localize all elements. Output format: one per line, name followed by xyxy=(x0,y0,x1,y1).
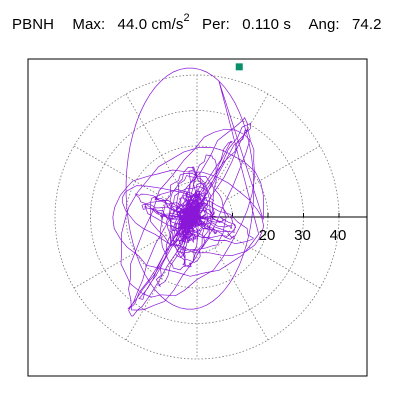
station-code: PBNH xyxy=(12,16,55,33)
radial-120 xyxy=(125,93,180,187)
peak-marker-group xyxy=(235,63,243,71)
radial-30 xyxy=(227,145,321,200)
radial-330 xyxy=(227,234,321,289)
period-value: 0.110 s xyxy=(242,16,291,33)
max-unit-exponent: 2 xyxy=(183,12,190,24)
axes xyxy=(197,213,367,218)
max-label: Max: xyxy=(72,16,106,33)
peak-marker xyxy=(235,63,243,71)
angle-label: Ang: xyxy=(308,16,340,33)
radial-210 xyxy=(73,234,167,289)
period-label: Per: xyxy=(201,16,230,33)
tick-label-20: 20 xyxy=(259,227,276,244)
trace-path xyxy=(112,67,265,317)
motion-trace xyxy=(112,67,265,317)
tick-label-40: 40 xyxy=(330,227,347,244)
plot-header: PBNH Max: 44.0 cm/s2 Per: 0.110 s Ang: 7… xyxy=(12,12,382,33)
tick-labels: 20 30 40 xyxy=(259,227,347,244)
radial-150 xyxy=(73,145,167,200)
tick-label-30: 30 xyxy=(294,227,311,244)
angle-value: 74.2 xyxy=(351,16,382,33)
radial-300 xyxy=(214,247,269,341)
max-value: 44.0 cm/s xyxy=(117,16,184,33)
